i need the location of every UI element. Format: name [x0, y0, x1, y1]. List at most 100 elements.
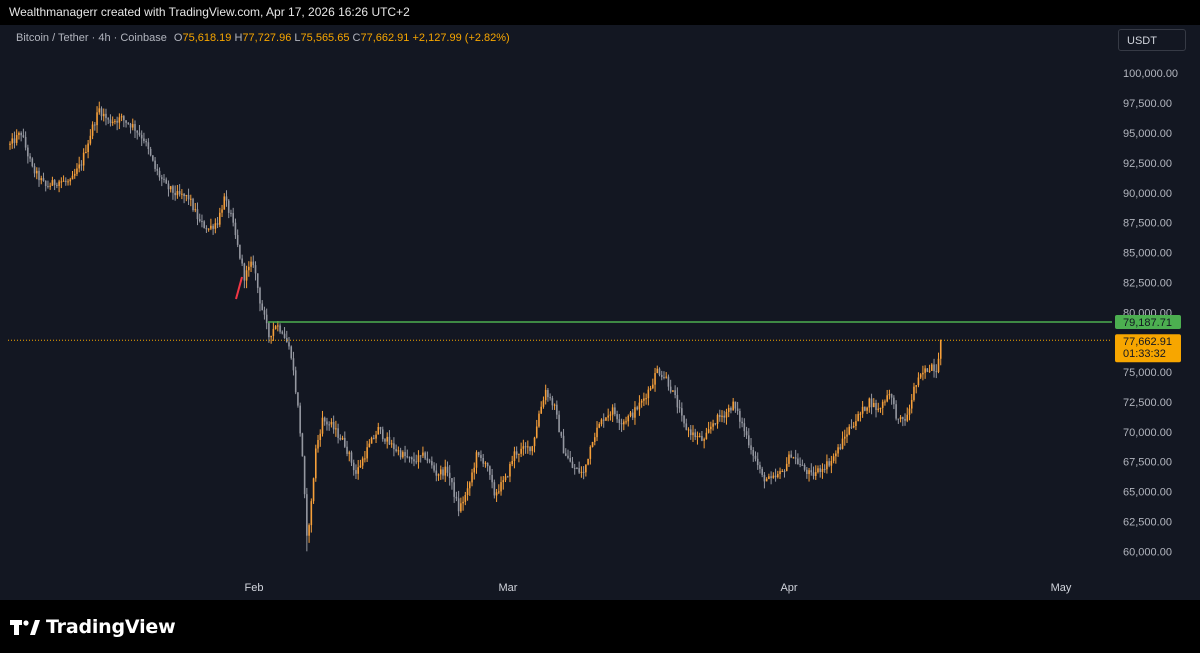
- candle-body: [656, 368, 659, 374]
- candle-body: [163, 178, 165, 180]
- candle-body: [373, 437, 375, 439]
- candle-body: [60, 181, 63, 183]
- open-label: O: [173, 32, 183, 44]
- candle-body: [518, 453, 520, 455]
- candle-body: [283, 333, 286, 338]
- price-tick-label: 92,500.00: [1123, 158, 1172, 170]
- candle-body: [547, 389, 549, 398]
- candle-body: [254, 265, 257, 274]
- resistance-price-label: 79,187.71: [1123, 317, 1172, 329]
- candle-body: [339, 437, 342, 440]
- candle-body: [703, 439, 705, 441]
- chart-area[interactable]: 100,000.00 97,500.00 95,000.00 92,500.00 90,…: [0, 25, 1200, 600]
- candle-body: [491, 474, 493, 483]
- candle-body: [556, 404, 558, 415]
- candle-body: [721, 415, 723, 418]
- candle-body: [154, 160, 156, 169]
- candle-body: [31, 158, 34, 167]
- price-axis[interactable]: 100,000.00 97,500.00 95,000.00 92,500.00 90,…: [1123, 68, 1178, 558]
- candle-body: [174, 192, 176, 196]
- candle-body: [801, 464, 804, 466]
- candle-body: [91, 124, 94, 136]
- candle-body: [629, 412, 632, 416]
- candle-body: [660, 374, 663, 378]
- candle-body: [783, 471, 786, 473]
- candle-body: [506, 476, 509, 478]
- candle-body: [538, 413, 540, 427]
- price-chart[interactable]: 100,000.00 97,500.00 95,000.00 92,500.00 90,…: [0, 25, 1200, 600]
- candle-body: [576, 468, 578, 470]
- candle-body: [227, 200, 230, 213]
- candle-body: [564, 453, 567, 456]
- candle-body: [89, 135, 92, 144]
- candle-body: [350, 452, 353, 463]
- candle-body: [745, 431, 748, 436]
- candle-body: [696, 436, 699, 438]
- candle-body: [393, 443, 395, 450]
- candle-body: [906, 414, 909, 421]
- candle-body: [890, 394, 893, 398]
- candle-body: [51, 180, 54, 186]
- candle-body: [451, 478, 453, 483]
- candle-body: [830, 460, 833, 466]
- candle-body: [116, 120, 118, 123]
- candle-body: [520, 448, 522, 454]
- candle-body: [645, 398, 647, 400]
- low-label: L: [294, 32, 301, 44]
- candle-body: [243, 263, 246, 281]
- candle-body: [585, 464, 587, 473]
- candle-body: [877, 408, 880, 411]
- symbol-label: Bitcoin / Tether · 4h · Coinbase: [16, 32, 167, 44]
- candle-body: [82, 152, 85, 166]
- candle-body: [602, 419, 605, 421]
- candle-body: [515, 451, 518, 455]
- candle-body: [306, 494, 308, 536]
- price-tick-label: 95,000.00: [1123, 128, 1172, 140]
- candle-body: [468, 482, 471, 489]
- candle-body: [529, 446, 531, 452]
- candle-body: [270, 335, 272, 338]
- candle-body: [131, 124, 134, 128]
- candle-body: [42, 178, 45, 181]
- currency-button[interactable]: USDT: [1118, 29, 1186, 51]
- candle-body: [410, 457, 413, 460]
- candle-body: [265, 314, 268, 324]
- candle-body: [13, 138, 16, 143]
- candle-body: [591, 441, 594, 447]
- candle-body: [772, 475, 775, 478]
- candle-body: [290, 346, 293, 359]
- candle-body: [279, 325, 281, 332]
- candle-body: [770, 476, 772, 478]
- candle-body: [643, 398, 645, 401]
- candle-body: [616, 414, 618, 420]
- candle-body: [828, 461, 830, 466]
- tradingview-logo-icon: [10, 620, 40, 635]
- candle-body: [457, 498, 460, 512]
- candle-body: [27, 147, 29, 157]
- candle-body: [136, 130, 139, 133]
- candle-body: [158, 170, 161, 178]
- candle-body: [524, 446, 527, 448]
- candle-body: [118, 117, 121, 123]
- candle-body: [435, 470, 438, 476]
- candle-body: [62, 180, 65, 182]
- candle-body: [739, 411, 741, 422]
- candle-body: [578, 468, 580, 473]
- candle-body: [194, 209, 197, 211]
- candle-body: [926, 368, 929, 372]
- candle-body: [489, 466, 491, 475]
- footer: TradingView: [0, 600, 1200, 653]
- candle-body: [806, 469, 808, 475]
- candle-body: [100, 108, 103, 117]
- candle-body: [250, 261, 252, 267]
- candle-body: [631, 412, 634, 418]
- candle-body: [167, 183, 170, 190]
- tradingview-logo[interactable]: TradingView: [10, 616, 176, 638]
- candle-body: [493, 482, 496, 496]
- candle-body: [332, 421, 335, 430]
- candle-body: [71, 175, 74, 180]
- candle-body: [384, 439, 386, 442]
- candle-body: [386, 436, 389, 442]
- candle-body: [663, 377, 665, 379]
- candle-body: [404, 452, 406, 457]
